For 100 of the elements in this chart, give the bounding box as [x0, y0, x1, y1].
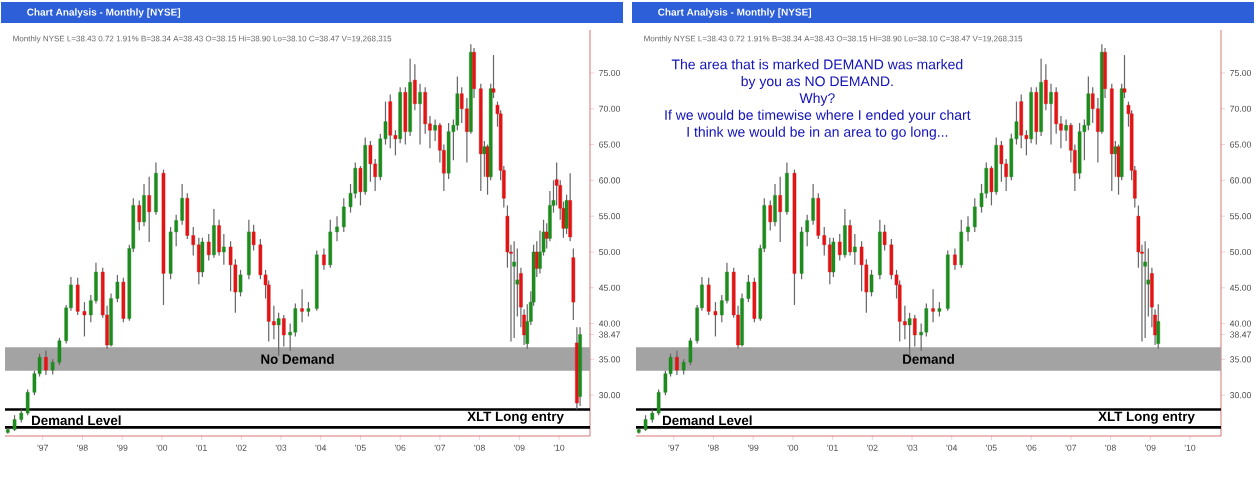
- y-tick-label: 35.00: [1230, 356, 1252, 363]
- y-tick-label: 60.00: [599, 177, 621, 184]
- candlestick: [688, 337, 693, 366]
- candlestick: [1044, 63, 1048, 111]
- x-tick-label: '09: [514, 444, 525, 451]
- ref-line-label: XLT Long entry: [467, 411, 564, 424]
- y-tick-label: 65.00: [1230, 141, 1252, 148]
- candlestick: [137, 199, 142, 232]
- candlestick: [1122, 54, 1127, 99]
- candlestick: [1113, 140, 1118, 178]
- x-tick-label: '06: [394, 444, 406, 451]
- x-tick-label: '98: [77, 444, 88, 451]
- x-tick-label: '05: [986, 444, 997, 451]
- y-tick-label: 40.00: [598, 320, 621, 327]
- x-tick-label: '02: [236, 444, 247, 451]
- x-tick-label: '08: [1105, 444, 1116, 451]
- y-tick-label: 50.00: [599, 248, 621, 256]
- candlestick: [1156, 303, 1161, 350]
- candlestick: [882, 224, 887, 252]
- candlestick: [966, 215, 970, 242]
- candlestick: [768, 199, 773, 232]
- candlestick: [358, 165, 363, 207]
- candlestick: [251, 224, 256, 252]
- text: Monthly NYSE L=38.43 0.72 1.91% B=38.34 A=38.43 O=38.15 Hi=38.90 Lo=38.10 C=38.47 V=19,268,315: [644, 35, 1023, 43]
- y-tick-label: 70.00: [599, 105, 621, 112]
- candlestick: [1143, 240, 1147, 339]
- x-tick-label: '04: [315, 444, 327, 451]
- y-tick-label: 60.00: [1230, 177, 1252, 184]
- candlestick: [953, 247, 957, 271]
- ref-line-label: XLT Long entry: [1098, 411, 1195, 424]
- candlestick: [913, 314, 917, 348]
- candlestick: [418, 83, 422, 146]
- annotation: Why?: [799, 92, 835, 106]
- x-tick-label: '04: [946, 444, 958, 451]
- x-tick-label: '08: [474, 444, 485, 451]
- y-tick-label: 35.00: [599, 356, 621, 363]
- x-tick-label: '02: [867, 444, 878, 451]
- annotation: by you as NO DEMAND.: [741, 75, 893, 89]
- candlestick: [778, 176, 782, 243]
- y-tick-label: 40.00: [1229, 320, 1252, 327]
- candlestick: [811, 183, 815, 226]
- candlestick: [282, 314, 286, 348]
- chart-title: Chart Analysis - Monthly [NYSE]: [27, 8, 181, 18]
- y-tick-label: 30.00: [1230, 392, 1252, 399]
- y-tick-label: 55.00: [1230, 213, 1252, 220]
- candlestick: [512, 240, 516, 339]
- candlestick: [931, 288, 935, 323]
- x-tick-label: '01: [827, 444, 838, 451]
- candlestick: [544, 222, 549, 249]
- y-tick-label: 70.00: [1230, 105, 1252, 112]
- x-tick-label: '03: [906, 444, 918, 451]
- candlestick: [482, 140, 487, 178]
- candlestick: [368, 140, 373, 183]
- candlestick: [853, 233, 857, 266]
- candlestick: [57, 337, 62, 366]
- candlestick: [180, 183, 184, 226]
- candlestick: [300, 288, 304, 323]
- x-tick-label: '99: [116, 444, 128, 451]
- candlestick: [1049, 83, 1053, 146]
- chart-title: Chart Analysis - Monthly [NYSE]: [658, 8, 812, 18]
- y-tick-label: 38.47: [1230, 331, 1251, 338]
- candlestick: [82, 301, 87, 338]
- candlestick: [535, 240, 539, 278]
- y-tick-label: 30.00: [599, 392, 621, 399]
- candlestick: [713, 301, 718, 338]
- band-label: Demand: [903, 354, 954, 364]
- y-tick-label: 55.00: [599, 213, 621, 220]
- candlestick: [1064, 118, 1068, 142]
- x-tick-label: '10: [1184, 444, 1196, 451]
- x-tick-label: '07: [1065, 444, 1077, 451]
- x-tick-label: '97: [668, 444, 679, 451]
- band-label: No Demand: [261, 354, 334, 364]
- text: Monthly NYSE L=38.43 0.72 1.91% B=38.34 A=38.43 O=38.15 Hi=38.90 Lo=38.10 C=38.47 V=19,268,315: [13, 35, 392, 43]
- y-tick-label: 45.00: [598, 284, 621, 291]
- y-tick-label: 50.00: [1230, 248, 1252, 256]
- y-tick-label: 65.00: [599, 141, 621, 148]
- candlestick: [491, 54, 496, 99]
- candlestick: [206, 233, 211, 262]
- candlestick: [322, 247, 326, 271]
- candlestick: [972, 197, 977, 233]
- candlestick: [341, 197, 346, 233]
- y-tick-label: 75.00: [599, 69, 621, 77]
- candlestick: [837, 233, 842, 262]
- x-tick-label: '07: [434, 444, 446, 451]
- y-tick-label: 75.00: [1230, 69, 1252, 77]
- candlestick: [675, 350, 679, 376]
- y-tick-label: 38.47: [599, 331, 620, 338]
- candlestick: [433, 118, 437, 142]
- x-tick-label: '03: [275, 444, 287, 451]
- ref-line-label: Demand Level: [32, 415, 121, 426]
- candlestick: [413, 63, 417, 111]
- candlestick: [147, 176, 151, 243]
- x-tick-label: '06: [1025, 444, 1037, 451]
- x-tick-label: '09: [1145, 444, 1156, 451]
- x-tick-label: '97: [37, 444, 48, 451]
- candlestick: [746, 274, 751, 303]
- ref-line-label: Demand Level: [663, 415, 752, 426]
- annotation: If we would be timewise where I ended your chart: [665, 109, 971, 123]
- candlestick: [44, 350, 48, 376]
- x-tick-label: '10: [553, 444, 565, 451]
